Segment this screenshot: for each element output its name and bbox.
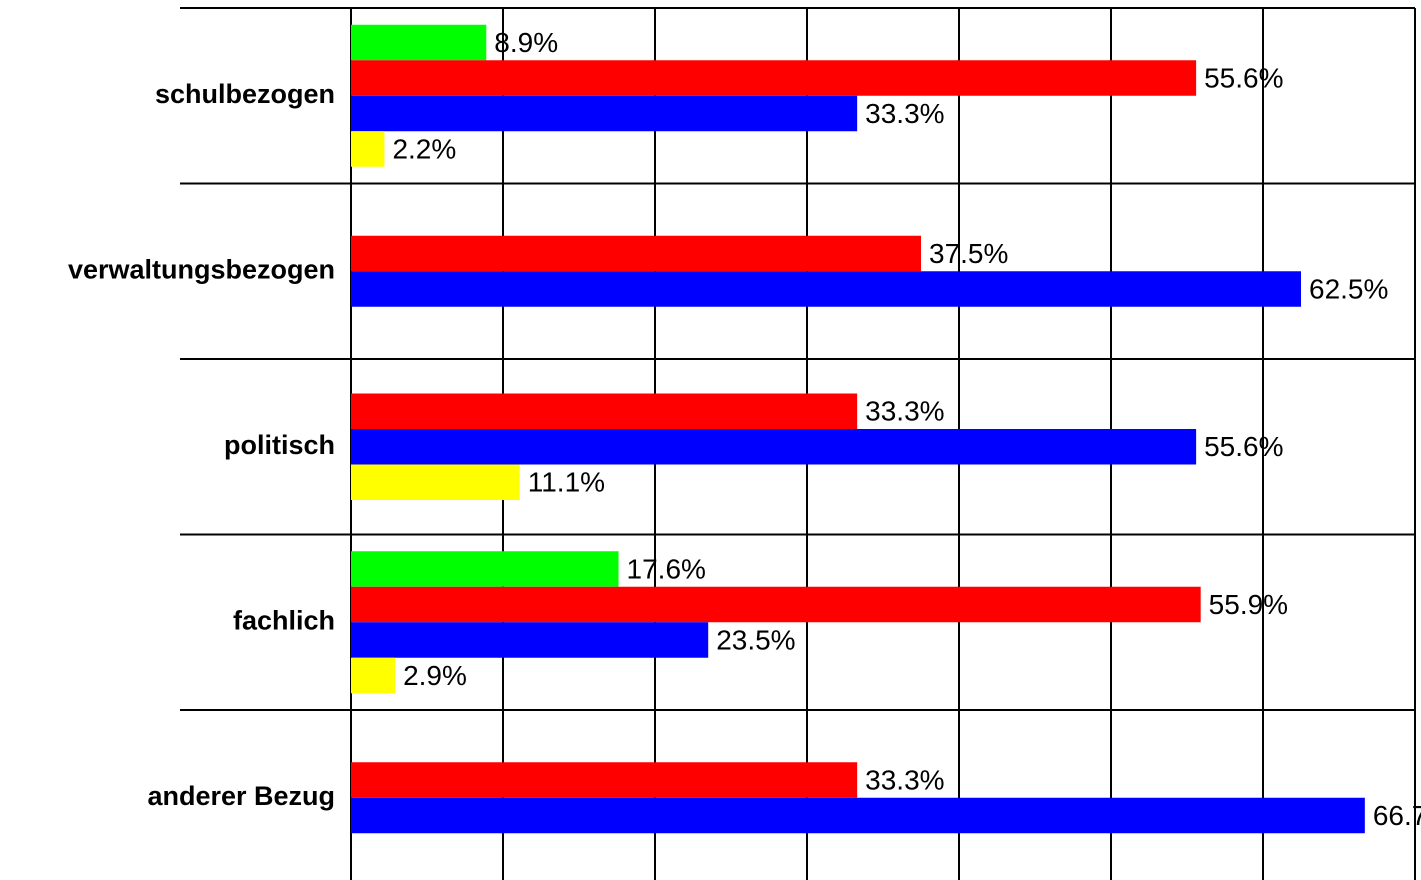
category-label: politisch [224,430,335,460]
bar [351,551,619,587]
category-label: schulbezogen [155,79,335,109]
category-label: anderer Bezug [147,781,335,811]
bar [351,762,858,798]
bar [351,95,858,132]
category-label: fachlich [233,605,335,635]
bar [351,464,520,500]
value-label: 33.3% [865,396,944,427]
value-label: 55.6% [1204,431,1283,462]
bar [351,60,1197,96]
bar [351,271,1301,307]
bar [351,131,385,167]
bar [351,586,1201,623]
value-label: 23.5% [716,624,795,655]
value-label: 55.9% [1209,589,1288,620]
value-label: 62.5% [1309,273,1388,304]
value-label: 17.6% [627,553,706,584]
value-label: 2.9% [403,660,467,691]
bar [351,235,921,272]
value-label: 37.5% [929,238,1008,269]
value-label: 66.7% [1373,800,1421,831]
value-label: 55.6% [1204,62,1283,93]
value-label: 2.2% [392,133,456,164]
category-label: verwaltungsbezogen [68,254,335,284]
bar [351,622,709,658]
value-label: 33.3% [865,764,944,795]
bar [351,429,1197,465]
bar [351,797,1365,834]
bar [351,393,858,429]
value-label: 8.9% [494,27,558,58]
bar [351,24,487,61]
bar [351,657,396,694]
value-label: 11.1% [528,467,605,498]
value-label: 33.3% [865,98,944,129]
